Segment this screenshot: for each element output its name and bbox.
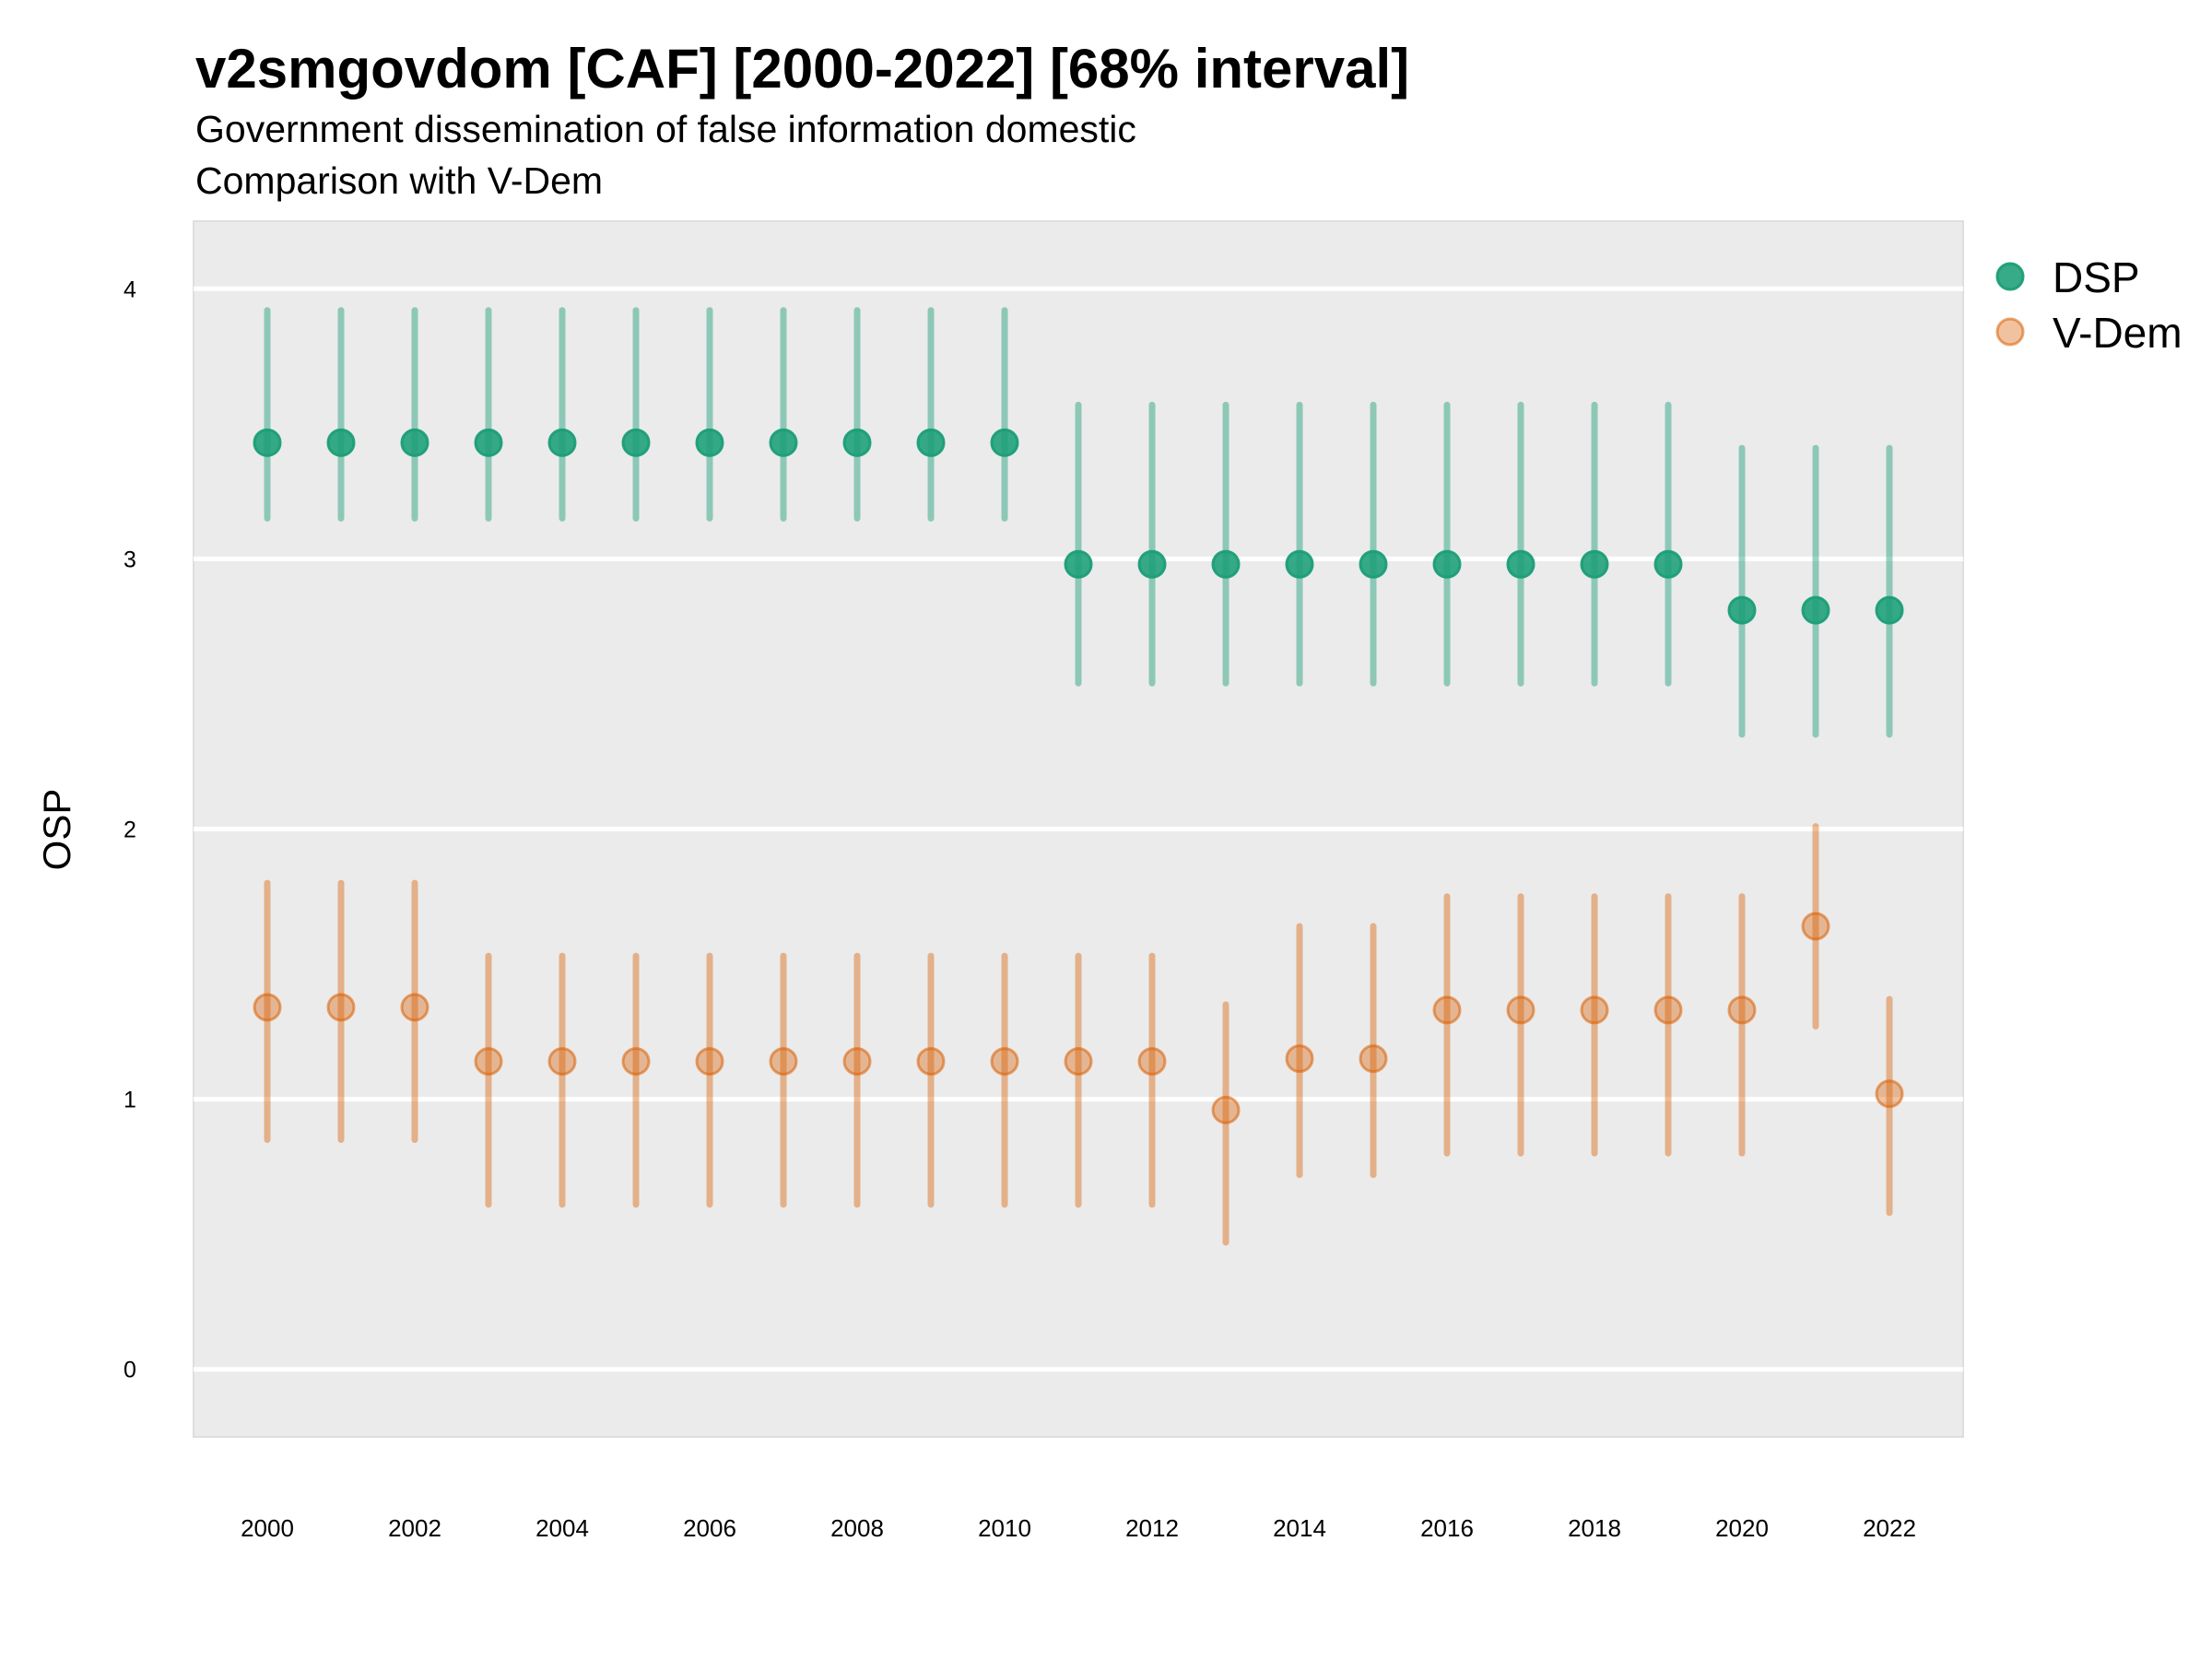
- data-point: [326, 993, 356, 1022]
- data-point: [769, 428, 798, 457]
- data-point: [1211, 549, 1241, 579]
- data-point: [695, 428, 724, 457]
- chart-subtitle: Government dissemination of false inform…: [195, 108, 1136, 150]
- y-tick-label: 3: [124, 547, 136, 572]
- data-point: [1875, 1079, 1904, 1109]
- data-point: [1285, 1044, 1314, 1074]
- data-point: [547, 1047, 577, 1077]
- data-point: [1432, 549, 1462, 579]
- y-tick-label: 0: [124, 1358, 136, 1383]
- x-tick-label: 2022: [1863, 1514, 1916, 1542]
- data-point: [253, 993, 282, 1022]
- data-point: [842, 428, 872, 457]
- data-point: [400, 993, 429, 1022]
- data-point: [1653, 995, 1683, 1025]
- data-point: [1359, 549, 1388, 579]
- legend-key-dsp: [1995, 262, 2025, 291]
- x-tick-label: 2004: [535, 1514, 589, 1542]
- data-point: [1064, 1047, 1093, 1077]
- data-point: [1580, 549, 1609, 579]
- legend-key-v-dem: [1995, 317, 2025, 347]
- data-point: [1137, 549, 1167, 579]
- data-point: [1064, 549, 1093, 579]
- x-axis-ticks: 2000 2002 2004 2006 2008 2010 2012 2014 2016 2018…: [241, 1514, 1916, 1542]
- data-point: [474, 1047, 503, 1077]
- data-point: [1653, 549, 1683, 579]
- data-point: [1506, 995, 1535, 1025]
- data-point: [1432, 995, 1462, 1025]
- data-point: [990, 428, 1019, 457]
- x-tick-label: 2020: [1715, 1514, 1769, 1542]
- data-point: [621, 1047, 651, 1077]
- x-tick-label: 2014: [1273, 1514, 1326, 1542]
- x-tick-label: 2006: [683, 1514, 736, 1542]
- data-point: [474, 428, 503, 457]
- data-point: [842, 1047, 872, 1077]
- x-tick-label: 2008: [830, 1514, 884, 1542]
- x-tick-label: 2002: [388, 1514, 441, 1542]
- data-point: [1137, 1047, 1167, 1077]
- legend-label: DSP: [2053, 253, 2140, 301]
- data-point: [253, 428, 282, 457]
- legend: DSP V-Dem: [1995, 253, 2183, 357]
- data-point: [547, 428, 577, 457]
- data-point: [1285, 549, 1314, 579]
- chart-title: v2smgovdom [CAF] [2000-2022] [68% interv…: [195, 38, 1410, 100]
- data-point: [400, 428, 429, 457]
- legend-label: V-Dem: [2053, 309, 2183, 357]
- y-axis-title: OSP: [35, 789, 78, 871]
- data-point: [1211, 1095, 1241, 1124]
- x-tick-label: 2016: [1420, 1514, 1474, 1542]
- gridlines: [194, 286, 1963, 1372]
- chart-subtitle-comparison: Comparison with V-Dem: [195, 159, 604, 202]
- data-point: [1727, 995, 1757, 1025]
- data-point: [621, 428, 651, 457]
- data-point: [916, 428, 946, 457]
- y-tick-label: 4: [124, 276, 136, 302]
- data-point: [916, 1047, 946, 1077]
- x-tick-label: 2018: [1568, 1514, 1621, 1542]
- data-point: [326, 428, 356, 457]
- data-point: [695, 1047, 724, 1077]
- data-point: [1359, 1044, 1388, 1074]
- x-tick-label: 2012: [1125, 1514, 1179, 1542]
- data-point: [1506, 549, 1535, 579]
- data-point: [1875, 595, 1904, 625]
- data-point: [1580, 995, 1609, 1025]
- y-tick-label: 2: [124, 818, 136, 843]
- data-point: [769, 1047, 798, 1077]
- y-tick-label: 1: [124, 1088, 136, 1113]
- x-tick-label: 2010: [978, 1514, 1031, 1542]
- data-point: [1801, 595, 1830, 625]
- series-dsp: [253, 307, 1904, 738]
- data-point: [1801, 912, 1830, 941]
- y-axis-ticks: 0 1 2 3 4: [124, 276, 136, 1382]
- data-point: [1727, 595, 1757, 625]
- data-point: [990, 1047, 1019, 1077]
- data-marks: [253, 307, 1904, 1246]
- series-v-dem: [253, 823, 1904, 1246]
- x-tick-label: 2000: [241, 1514, 294, 1542]
